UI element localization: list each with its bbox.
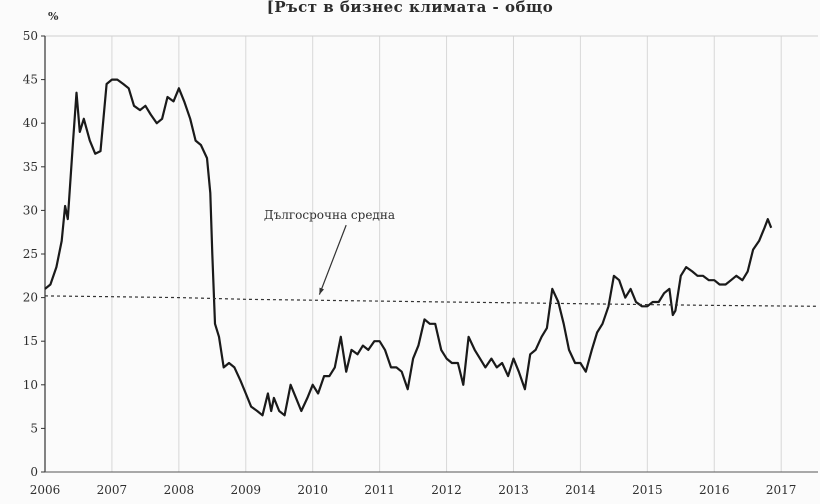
average-line xyxy=(44,295,819,307)
series-layer xyxy=(44,78,819,417)
x-tick-label: 2009 xyxy=(231,483,262,497)
x-tick-label: 2006 xyxy=(30,483,61,497)
grid-layer xyxy=(45,35,818,472)
x-tick-label: 2011 xyxy=(364,483,395,497)
x-tick-label: 2007 xyxy=(97,483,128,497)
x-tick-label: 2010 xyxy=(297,483,328,497)
average-annotation-label: Дългосрочна средна xyxy=(264,208,395,222)
label-layer: 0 5 10 15 20 25 30 35 40 45 50% 2006 2007 2008 2009 201… xyxy=(23,10,797,497)
x-tick-label: 2013 xyxy=(498,483,529,497)
y-axis-unit-label: % xyxy=(48,10,59,23)
x-tick-label: 2008 xyxy=(164,483,195,497)
y-tick-label: 20 xyxy=(23,291,38,305)
x-tick-label: 2015 xyxy=(632,483,663,497)
x-tick-label: 2012 xyxy=(431,483,462,497)
x-tick-label: 2016 xyxy=(699,483,730,497)
x-tick-label: 2017 xyxy=(766,483,797,497)
y-tick-label: 30 xyxy=(23,203,38,217)
series-line xyxy=(44,78,773,417)
y-tick-label: 40 xyxy=(23,116,38,130)
y-tick-label: 25 xyxy=(23,247,38,261)
annotation-arrowhead xyxy=(319,287,325,295)
y-tick-label: 50 xyxy=(23,29,38,43)
y-tick-label: 15 xyxy=(23,334,38,348)
annotation-arrow xyxy=(318,224,347,295)
y-tick-label: 0 xyxy=(30,465,38,479)
y-tick-label: 5 xyxy=(30,421,38,435)
y-tick-label: 10 xyxy=(23,378,38,392)
y-tick-label: 35 xyxy=(23,160,38,174)
chart-title: [Ръст в бизнес климата - общо xyxy=(266,0,554,16)
x-tick-label: 2014 xyxy=(565,483,596,497)
y-tick-label: 45 xyxy=(23,73,38,87)
axes-layer xyxy=(41,35,818,473)
